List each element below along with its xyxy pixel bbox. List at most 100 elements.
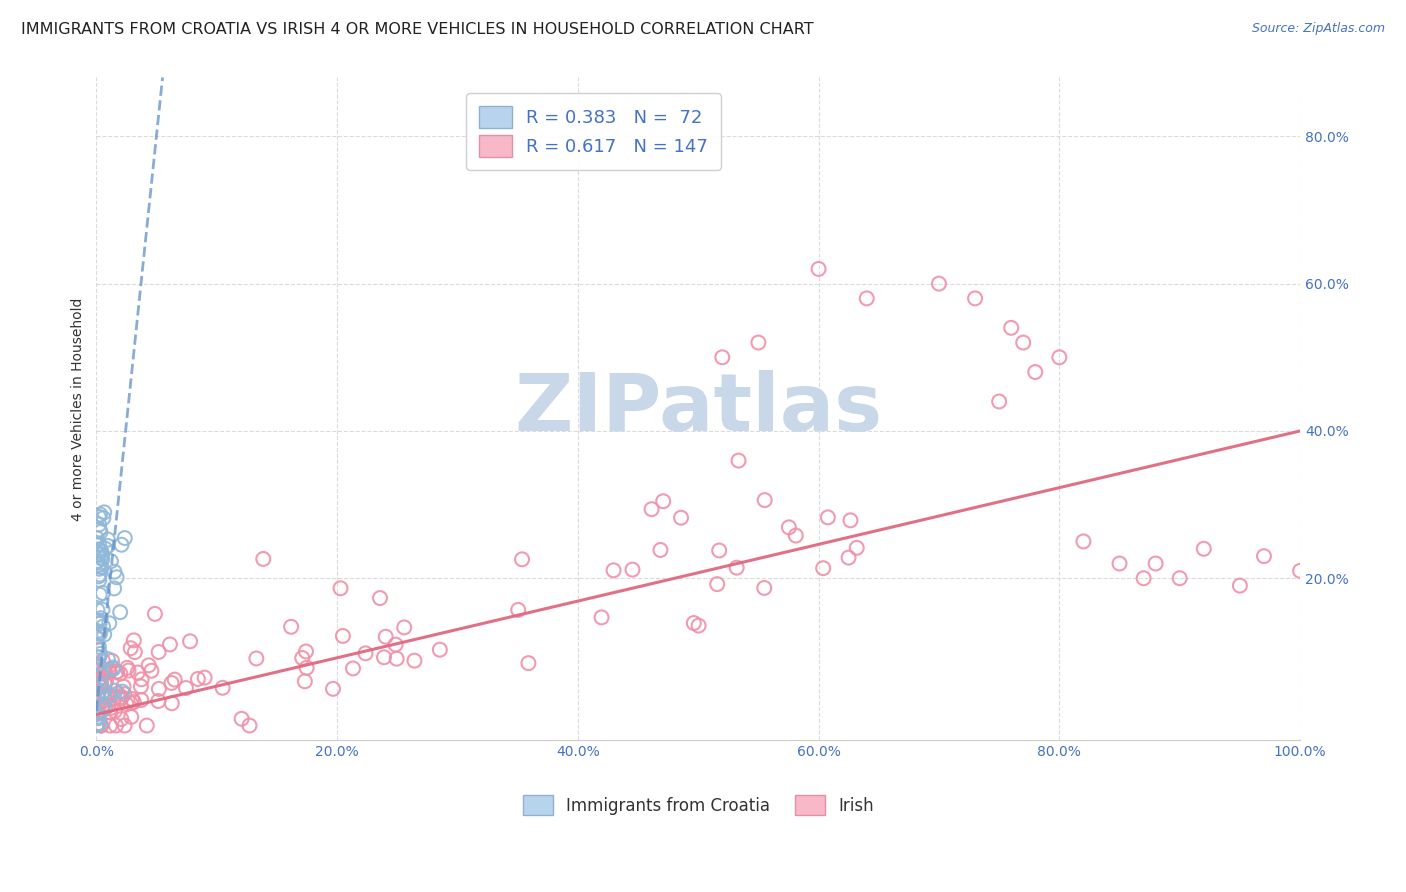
Point: [89, 679, 111, 693]
Point: [93, 663, 115, 677]
Point: [89, 616, 111, 631]
Point: [97, 688, 120, 702]
Point: [1289, 564, 1312, 578]
Point: [682, 615, 704, 630]
Point: [87, 657, 110, 672]
Point: [103, 691, 125, 706]
Point: [90, 544, 112, 558]
Point: [105, 665, 128, 679]
Legend: Immigrants from Croatia, Irish: Immigrants from Croatia, Irish: [516, 789, 880, 822]
Point: [117, 664, 139, 678]
Point: [93, 664, 115, 678]
Point: [97, 698, 120, 713]
Point: [90, 550, 112, 565]
Point: [89, 542, 111, 557]
Point: [89, 517, 111, 532]
Point: [111, 684, 134, 698]
Point: [91, 586, 114, 600]
Point: [89, 562, 111, 576]
Point: [87, 537, 110, 551]
Point: [93, 627, 115, 641]
Point: [1192, 541, 1215, 556]
Point: [179, 634, 201, 648]
Point: [100, 688, 122, 702]
Point: [94, 692, 117, 706]
Point: [103, 565, 125, 579]
Point: [100, 706, 122, 720]
Point: [115, 697, 138, 711]
Point: [110, 538, 132, 552]
Point: [591, 610, 613, 624]
Point: [90, 718, 112, 732]
Point: [107, 686, 129, 700]
Point: [94, 690, 117, 704]
Point: [845, 541, 868, 555]
Point: [104, 704, 127, 718]
Point: [404, 654, 426, 668]
Point: [122, 633, 145, 648]
Point: [90, 678, 112, 692]
Point: [93, 505, 115, 519]
Text: IMMIGRANTS FROM CROATIA VS IRISH 4 OR MORE VEHICLES IN HOUSEHOLD CORRELATION CHA: IMMIGRANTS FROM CROATIA VS IRISH 4 OR MO…: [21, 22, 814, 37]
Point: [148, 694, 170, 708]
Point: [97, 539, 120, 553]
Point: [108, 605, 131, 619]
Point: [295, 661, 318, 675]
Point: [93, 675, 115, 690]
Point: [89, 508, 111, 522]
Point: [87, 558, 110, 572]
Point: [93, 511, 115, 525]
Point: [965, 292, 987, 306]
Point: [1168, 571, 1191, 585]
Point: [87, 662, 110, 676]
Point: [89, 588, 111, 602]
Point: [90, 611, 112, 625]
Point: [129, 680, 152, 694]
Point: [91, 603, 114, 617]
Point: [94, 665, 117, 679]
Point: [725, 560, 748, 574]
Point: [86, 555, 108, 569]
Point: [87, 614, 110, 628]
Point: [86, 706, 108, 721]
Point: [96, 690, 118, 705]
Point: [245, 651, 267, 665]
Point: [87, 569, 110, 583]
Point: [90, 676, 112, 690]
Point: [120, 641, 142, 656]
Point: [392, 620, 415, 634]
Point: [711, 351, 734, 365]
Point: [928, 277, 950, 291]
Point: [322, 681, 344, 696]
Point: [1000, 321, 1022, 335]
Point: [127, 665, 149, 680]
Point: [291, 651, 314, 665]
Point: [105, 570, 128, 584]
Point: [89, 647, 111, 661]
Point: [650, 543, 672, 558]
Point: [384, 638, 406, 652]
Point: [87, 625, 110, 640]
Point: [91, 619, 114, 633]
Point: [91, 552, 114, 566]
Point: [174, 681, 197, 695]
Point: [98, 665, 121, 679]
Point: [122, 695, 145, 709]
Point: [86, 603, 108, 617]
Point: [211, 681, 233, 695]
Point: [131, 673, 153, 687]
Point: [89, 717, 111, 731]
Point: [87, 716, 110, 731]
Point: [105, 718, 128, 732]
Point: [187, 672, 209, 686]
Point: [94, 677, 117, 691]
Point: [131, 693, 153, 707]
Point: [86, 718, 108, 732]
Point: [112, 680, 135, 694]
Point: [652, 494, 675, 508]
Point: [754, 581, 776, 595]
Point: [231, 712, 253, 726]
Point: [97, 652, 120, 666]
Point: [1229, 579, 1251, 593]
Point: [159, 637, 181, 651]
